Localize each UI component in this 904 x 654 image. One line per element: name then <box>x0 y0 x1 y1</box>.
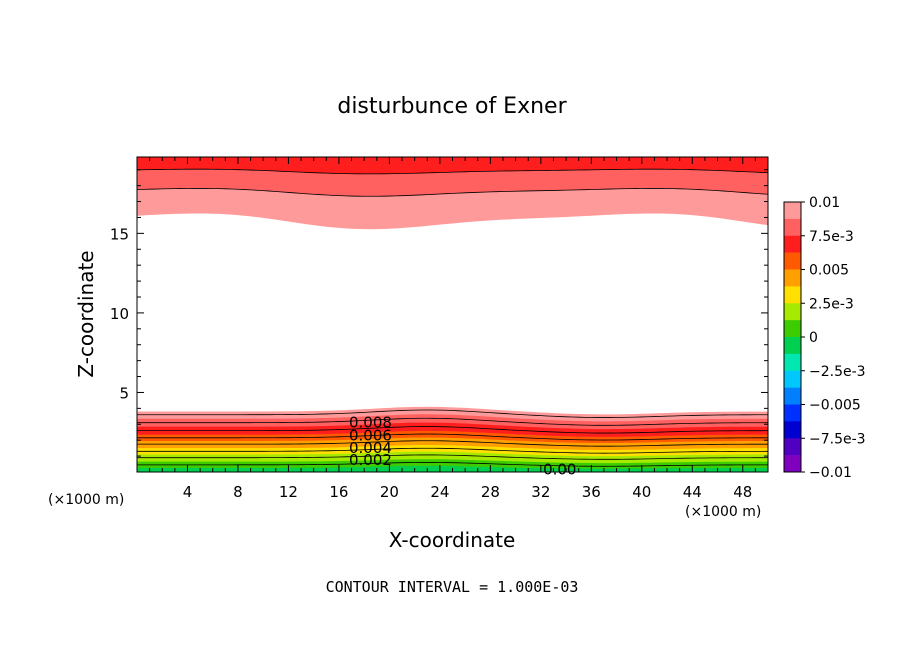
x-tick-label: 4 <box>183 483 193 501</box>
colorbar-swatch <box>784 320 801 338</box>
upper-contour-line-1 <box>137 168 768 175</box>
y-tick-label: 10 <box>110 305 129 323</box>
x-tick-label: 20 <box>380 483 399 501</box>
y-axis-label: Z-coordinate <box>74 250 98 377</box>
x-tick-label: 8 <box>233 483 243 501</box>
colorbar-label: −0.005 <box>809 398 861 414</box>
upper-contour-line-0 <box>137 188 768 197</box>
colorbar-label: 7.5e-3 <box>809 229 854 245</box>
colorbar-swatch <box>784 286 801 304</box>
upper-band-2 <box>137 157 768 174</box>
x-axis-label: X-coordinate <box>389 528 516 552</box>
contour-label: 0.006 <box>349 426 392 444</box>
x-tick-label: 36 <box>582 483 601 501</box>
colorbar-label: 0.005 <box>809 263 849 279</box>
contour-lines <box>137 168 768 467</box>
colorbar-label: −2.5e-3 <box>809 364 866 380</box>
colorbar-swatch <box>784 252 801 270</box>
x-tick-label: 16 <box>329 483 348 501</box>
x-tick-label: 12 <box>279 483 298 501</box>
colorbar-label: 0 <box>809 330 818 346</box>
colorbar-label: 0.01 <box>809 195 840 211</box>
colorbar-swatch <box>784 455 801 473</box>
x-unit-left: (×1000 m) <box>48 492 124 508</box>
lower-contour-line-4 <box>137 440 768 447</box>
lower-contour-line-2 <box>137 426 768 434</box>
lower-contour-line-6 <box>137 454 768 460</box>
colorbar-swatch <box>784 370 801 388</box>
y-tick-label: 5 <box>119 384 129 402</box>
colorbar-swatch <box>784 235 801 253</box>
lower-contour-line-7 <box>137 462 768 467</box>
colorbar-swatch <box>784 269 801 287</box>
x-tick-label: 40 <box>632 483 651 501</box>
lower-contour-line-0 <box>137 409 768 418</box>
colorbar-swatch <box>784 387 801 405</box>
colorbar-label: 2.5e-3 <box>809 296 854 312</box>
colorbar: 0.01 7.5e-3 0.005 2.5e-3 0 −2.5e-3 −0.005 −7.5e… <box>783 195 866 481</box>
lower-contour-line-3 <box>137 433 768 441</box>
x-axis: 4 8 12 16 20 24 28 32 36 40 44 48 <box>136 157 769 501</box>
colorbar-swatch <box>784 438 801 456</box>
plot-area <box>137 157 768 472</box>
lower-contour-line-5 <box>137 447 768 454</box>
colorbar-swatch <box>784 202 801 220</box>
colorbar-swatch <box>784 218 801 237</box>
x-tick-label: 28 <box>481 483 500 501</box>
colorbar-swatch <box>784 421 801 439</box>
colorbar-swatch <box>784 353 801 372</box>
y-axis: 5 10 15 <box>110 169 768 473</box>
contour-label: 0.002 <box>349 451 392 469</box>
lower-contour-line-1 <box>137 417 768 426</box>
x-tick-label: 44 <box>683 483 702 501</box>
x-tick-label: 24 <box>430 483 449 501</box>
colorbar-label: −0.01 <box>809 465 852 481</box>
y-tick-label: 15 <box>110 225 129 243</box>
contour-interval-footer: CONTOUR INTERVAL = 1.000E-03 <box>326 578 579 596</box>
contour-label: 0.008 <box>349 414 392 432</box>
contour-label: 0.00 <box>543 461 576 479</box>
colorbar-label: −7.5e-3 <box>809 431 866 447</box>
colorbar-swatch <box>784 303 801 321</box>
x-tick-label: 32 <box>531 483 550 501</box>
colorbar-swatch <box>784 337 801 355</box>
lower-band-7 <box>137 459 768 472</box>
chart-title: disturbunce of Exner <box>337 94 567 119</box>
x-tick-label: 48 <box>733 483 752 501</box>
x-unit-right: (×1000 m) <box>685 504 761 520</box>
colorbar-swatch <box>784 404 801 422</box>
contour-label: 0.004 <box>349 439 392 457</box>
